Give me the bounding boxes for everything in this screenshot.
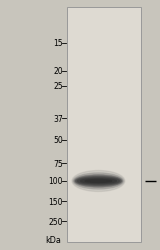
Ellipse shape [85, 180, 112, 182]
Text: 100: 100 [49, 177, 63, 186]
Text: 50: 50 [53, 136, 63, 144]
Ellipse shape [76, 176, 121, 186]
Text: 15: 15 [54, 39, 63, 48]
Text: 75: 75 [53, 159, 63, 168]
Text: 37: 37 [53, 114, 63, 123]
Text: 250: 250 [49, 217, 63, 226]
Text: 150: 150 [49, 197, 63, 206]
Text: kDa: kDa [45, 236, 61, 244]
Bar [67, 8, 141, 242]
Ellipse shape [74, 175, 122, 188]
Ellipse shape [80, 179, 116, 184]
Text: 20: 20 [54, 67, 63, 76]
Ellipse shape [72, 171, 125, 192]
Ellipse shape [77, 178, 120, 185]
Ellipse shape [73, 173, 124, 189]
Text: 25: 25 [54, 82, 63, 91]
